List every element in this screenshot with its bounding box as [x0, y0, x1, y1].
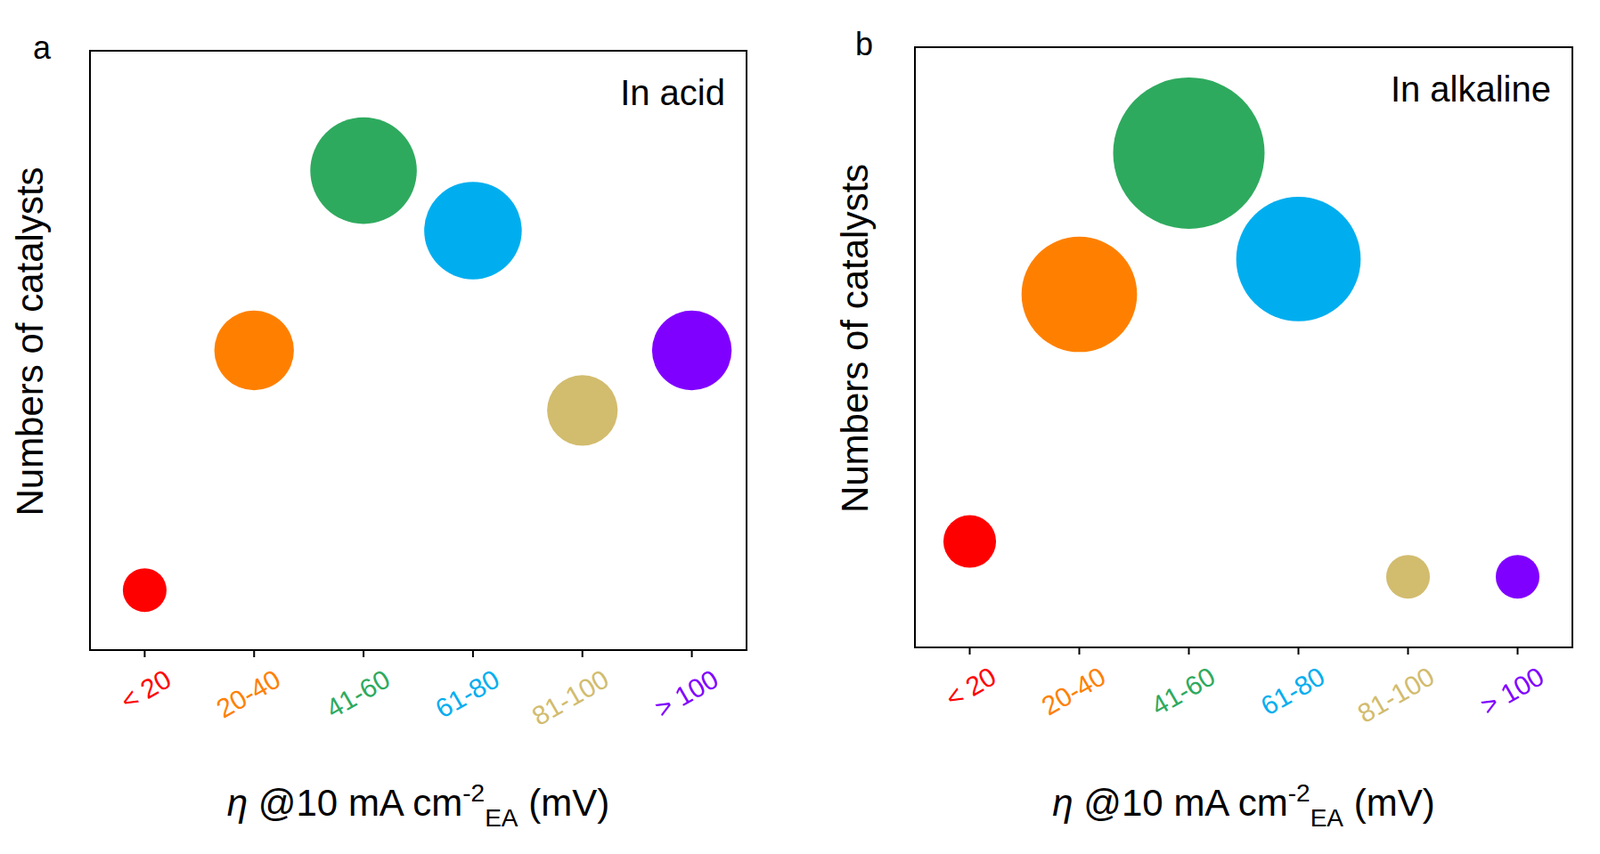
x-tick — [472, 650, 474, 658]
x-tick-label: > 100 — [649, 664, 723, 725]
panel-label: a — [32, 29, 52, 66]
x-axis-label: η @10 mA cm-2EA (mV) — [227, 779, 610, 833]
x-label-unit: (mV) — [517, 782, 610, 825]
figure: < 20 20-40 41-60 61-80 81-100 > 100 a In acid Nu… — [0, 0, 1600, 854]
x-tick — [691, 650, 694, 658]
x-label-sup: -2 — [1288, 779, 1311, 808]
x-tick-label: 20-40 — [1036, 661, 1111, 722]
x-tick-label: 61-80 — [1256, 661, 1331, 722]
bubble — [546, 375, 618, 446]
x-tick-label: 61-80 — [430, 664, 505, 725]
x-tick — [1188, 647, 1191, 655]
bubble — [1236, 196, 1362, 322]
annotation: In alkaline — [1390, 69, 1552, 109]
x-label-sub: EA — [484, 804, 519, 833]
x-label-symbol: η — [227, 782, 248, 825]
x-tick-label: < 20 — [940, 661, 1002, 714]
plot-frame — [914, 47, 1573, 648]
x-label-text: @10 mA cm — [247, 782, 463, 825]
x-label-text: @10 mA cm — [1073, 782, 1289, 825]
bubble — [122, 568, 167, 613]
bubbles — [943, 77, 1540, 599]
bubble — [1021, 236, 1138, 353]
panel-b: < 20 20-40 41-60 61-80 81-100 > 100 b In alkali… — [833, 25, 1573, 833]
x-tick — [253, 650, 255, 658]
x-tick-label: 41-60 — [1146, 661, 1221, 722]
x-tick-label: 41-60 — [320, 664, 395, 725]
plot-frame — [89, 50, 747, 651]
bubble — [1386, 555, 1430, 599]
bubble — [424, 181, 523, 280]
x-label-sup: -2 — [462, 779, 485, 808]
bubble — [1495, 555, 1540, 599]
x-label-symbol: η — [1052, 782, 1073, 825]
x-tick-label: > 100 — [1475, 661, 1549, 722]
x-tick — [581, 650, 584, 658]
bubble — [943, 515, 996, 569]
x-tick — [362, 650, 365, 658]
x-tick — [1078, 647, 1081, 655]
y-axis-label: Numbers of catalysts — [833, 163, 876, 514]
bubble — [1113, 77, 1266, 229]
y-axis-label: Numbers of catalysts — [8, 166, 51, 516]
annotation: In acid — [620, 73, 726, 113]
x-axis-label: η @10 mA cm-2EA (mV) — [1052, 779, 1435, 833]
x-label-sub: EA — [1310, 804, 1345, 833]
x-tick-label: 81-100 — [1352, 661, 1439, 729]
bubble — [652, 310, 732, 391]
x-tick-label: < 20 — [115, 664, 177, 717]
x-tick — [969, 647, 972, 655]
bubble — [214, 310, 294, 391]
x-tick — [1517, 647, 1519, 655]
x-tick-label: 20-40 — [211, 664, 286, 725]
x-tick — [1407, 647, 1410, 655]
bubbles — [122, 117, 732, 613]
panel-a: < 20 20-40 41-60 61-80 81-100 > 100 a In acid Nu… — [8, 29, 747, 833]
x-label-unit: (mV) — [1343, 782, 1436, 825]
x-tick-label: 81-100 — [526, 664, 613, 732]
bubble — [310, 117, 417, 225]
x-tick — [1297, 647, 1300, 655]
x-tick — [143, 650, 146, 658]
panel-label: b — [855, 25, 874, 63]
